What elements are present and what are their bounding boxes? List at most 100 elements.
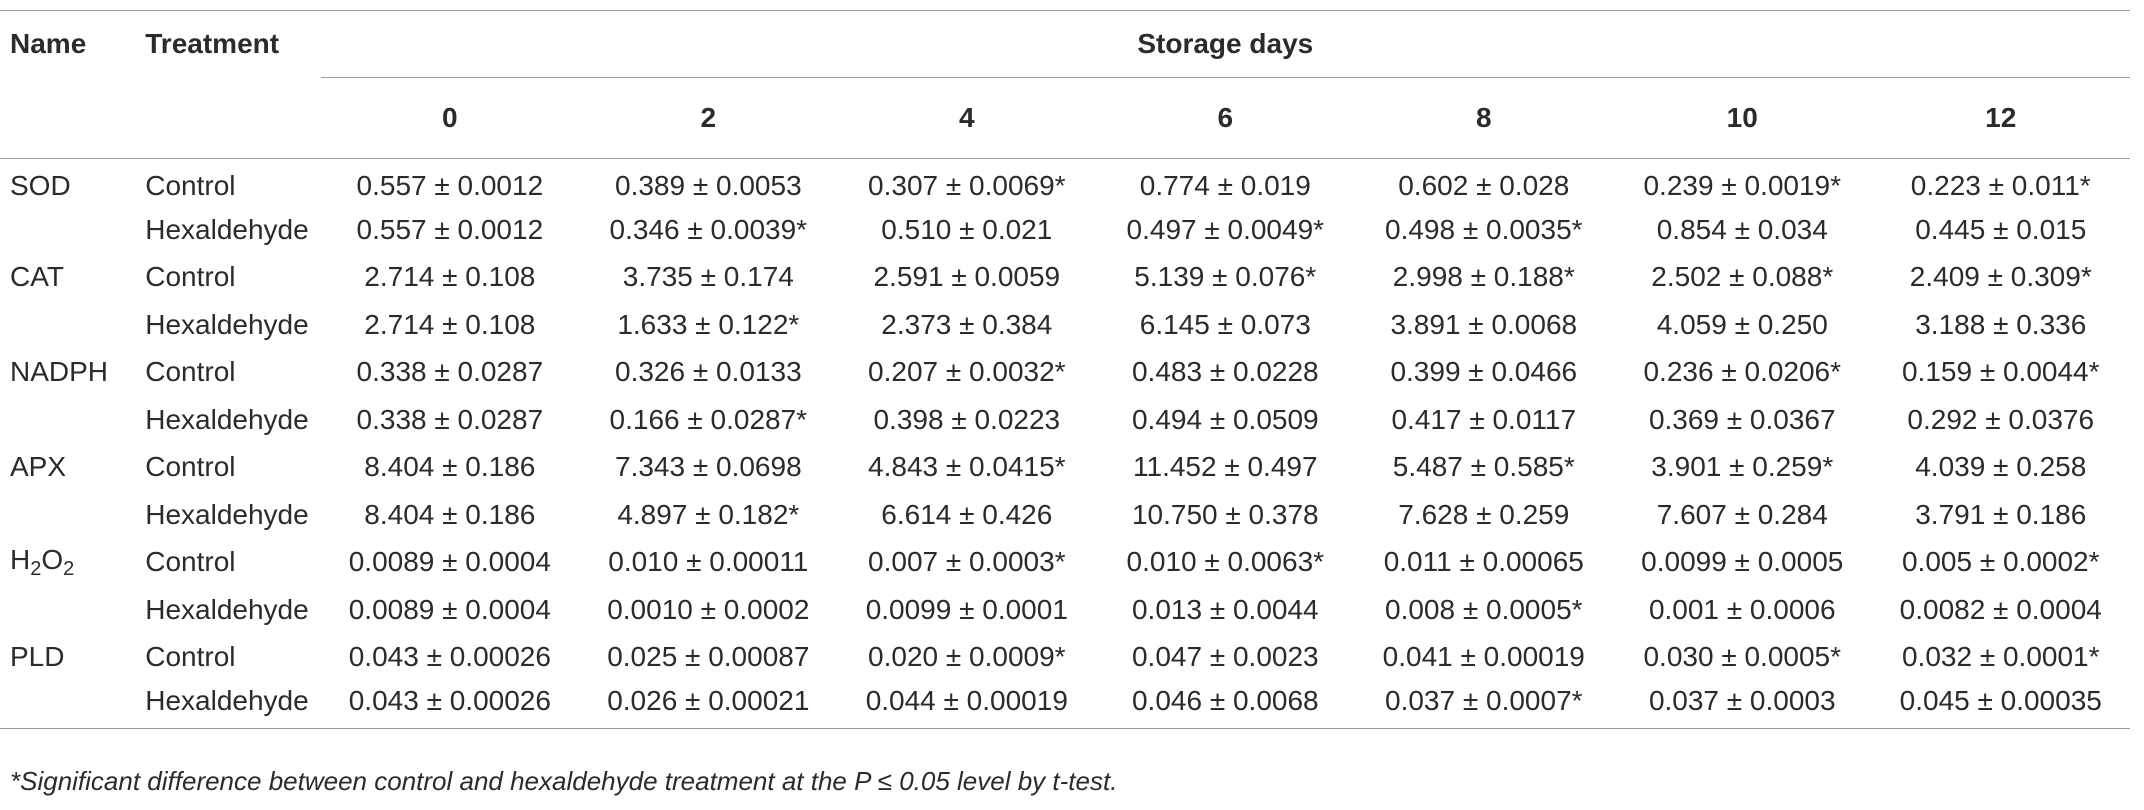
cell-value: 0.0099 ± 0.0001 (865, 593, 1068, 625)
cell-value: 0.557 ± 0.0012 (356, 213, 544, 245)
row-name (0, 206, 135, 254)
cell-value: 0.369 ± 0.0367 (1648, 403, 1836, 435)
cell-value: 0.005 ± 0.0002* (1901, 546, 2100, 578)
cell-value: 0.046 ± 0.0068 (1096, 681, 1355, 729)
cell-value: 4.039 ± 0.258 (1915, 451, 2087, 483)
cell-value: 4.897 ± 0.182* (617, 498, 800, 530)
cell-value: 1.633 ± 0.122* (617, 308, 800, 340)
table-row: Hexaldehyde 0.338 ± 0.0287 0.166 ± 0.028… (0, 396, 2130, 444)
cell-value: 0.292 ± 0.0376 (1907, 403, 2095, 435)
cell-value: 0.025 ± 0.00087 (607, 641, 810, 673)
cell-value: 0.399 ± 0.0466 (1390, 356, 1578, 388)
table-row: PLD Control 0.043 ± 0.00026 0.025 ± 0.00… (0, 634, 2130, 682)
cell-value: 0.854 ± 0.034 (1656, 213, 1828, 245)
cell-value: 0.498 ± 0.0035* (1385, 213, 1583, 245)
row-treatment: Control (145, 170, 236, 201)
header-day: 2 (700, 102, 717, 133)
cell-value: 3.891 ± 0.0068 (1390, 308, 1578, 340)
cell-value: 3.791 ± 0.186 (1915, 498, 2087, 530)
header-spacer (135, 78, 320, 159)
row-treatment: Control (145, 451, 236, 483)
table-row: Hexaldehyde 2.714 ± 0.108 1.633 ± 0.122*… (0, 301, 2130, 349)
row-name (0, 586, 135, 634)
table-row: Hexaldehyde 0.0089 ± 0.0004 0.0010 ± 0.0… (0, 586, 2130, 634)
cell-value: 0.026 ± 0.00021 (579, 681, 838, 729)
row-name (0, 396, 135, 444)
cell-value: 0.510 ± 0.021 (881, 213, 1053, 245)
formula-sub: 2 (63, 557, 75, 580)
cell-value: 3.901 ± 0.259* (1651, 451, 1834, 483)
cell-value: 2.591 ± 0.0059 (873, 261, 1061, 293)
row-treatment: Control (145, 546, 236, 578)
cell-value: 0.307 ± 0.0069* (868, 170, 1066, 201)
cell-value: 2.714 ± 0.108 (364, 261, 536, 293)
header-day: 6 (1217, 102, 1234, 133)
table-row: APX Control 8.404 ± 0.186 7.343 ± 0.0698… (0, 444, 2130, 492)
cell-value: 0.445 ± 0.015 (1915, 213, 2087, 245)
header-day: 0 (442, 102, 458, 133)
cell-value: 0.037 ± 0.0003 (1613, 681, 1872, 729)
row-treatment: Control (145, 261, 236, 293)
row-treatment: Hexaldehyde (145, 308, 309, 340)
cell-value: 0.043 ± 0.00026 (348, 641, 551, 673)
header-treatment: Treatment (145, 28, 280, 60)
cell-value: 2.409 ± 0.309* (1909, 261, 2092, 293)
row-name (0, 681, 136, 729)
cell-value: 0.494 ± 0.0509 (1131, 403, 1319, 435)
header-spacer (0, 78, 135, 159)
cell-value: 8.404 ± 0.186 (364, 498, 536, 530)
table-row: CAT Control 2.714 ± 0.108 3.735 ± 0.174 … (0, 254, 2130, 302)
data-table: Name Treatment Storage days 0 2 4 6 8 10… (0, 10, 2130, 729)
cell-value: 4.843 ± 0.0415* (868, 451, 1066, 483)
cell-value: 10.750 ± 0.378 (1131, 498, 1319, 530)
cell-value: 0.338 ± 0.0287 (356, 403, 544, 435)
row-name: SOD (10, 170, 71, 201)
cell-value: 0.032 ± 0.0001* (1901, 641, 2100, 673)
header-storage-days: Storage days (320, 10, 2130, 78)
cell-value: 6.145 ± 0.073 (1139, 308, 1311, 340)
cell-value: 0.030 ± 0.0005* (1643, 641, 1842, 673)
cell-value: 0.239 ± 0.0019* (1643, 170, 1842, 201)
cell-value: 0.774 ± 0.019 (1139, 170, 1311, 201)
cell-value: 0.207 ± 0.0032* (868, 356, 1066, 388)
row-name: PLD (10, 641, 65, 673)
row-treatment: Hexaldehyde (145, 403, 309, 435)
cell-value: 0.008 ± 0.0005* (1385, 593, 1583, 625)
header-day: 4 (959, 102, 975, 133)
cell-value: 7.343 ± 0.0698 (615, 451, 802, 483)
cell-value: 0.0089 ± 0.0004 (348, 593, 551, 625)
row-name: CAT (10, 261, 64, 293)
cell-value: 0.326 ± 0.0133 (615, 356, 802, 388)
table-row: Hexaldehyde 0.043 ± 0.00026 0.026 ± 0.00… (0, 681, 2130, 729)
cell-value: 2.998 ± 0.188* (1392, 261, 1575, 293)
cell-value: 11.452 ± 0.497 (1133, 451, 1318, 483)
cell-value: 0.417 ± 0.0117 (1391, 403, 1577, 435)
row-treatment: Hexaldehyde (145, 213, 309, 245)
cell-value: 0.011 ± 0.00065 (1383, 546, 1584, 578)
cell-value: 2.373 ± 0.384 (881, 308, 1053, 340)
cell-value: 0.0010 ± 0.0002 (607, 593, 810, 625)
cell-value: 0.013 ± 0.0044 (1131, 593, 1319, 625)
row-name: APX (10, 451, 67, 483)
cell-value: 0.010 ± 0.0063* (1126, 546, 1325, 578)
table-row: NADPH Control 0.338 ± 0.0287 0.326 ± 0.0… (0, 349, 2130, 397)
cell-value: 7.628 ± 0.259 (1398, 498, 1570, 530)
row-name (0, 491, 135, 539)
row-name (0, 301, 135, 349)
cell-value: 0.0089 ± 0.0004 (348, 546, 551, 578)
cell-value: 0.166 ± 0.0287* (609, 403, 808, 435)
cell-value: 0.346 ± 0.0039* (609, 213, 808, 245)
cell-value: 5.139 ± 0.076* (1134, 261, 1317, 293)
cell-value: 0.557 ± 0.0012 (356, 170, 544, 201)
table-row: SOD Control 0.557 ± 0.0012 0.389 ± 0.005… (0, 159, 2130, 207)
cell-value: 0.041 ± 0.00019 (1382, 641, 1585, 673)
cell-value: 0.007 ± 0.0003* (868, 546, 1066, 578)
cell-value: 0.338 ± 0.0287 (356, 356, 544, 388)
formula-o: O (41, 543, 64, 575)
cell-value: 0.037 ± 0.0007* (1354, 681, 1614, 729)
cell-value: 0.602 ± 0.028 (1398, 170, 1570, 201)
row-treatment: Hexaldehyde (145, 498, 309, 530)
cell-value: 0.159 ± 0.0044* (1901, 356, 2100, 388)
row-treatment: Control (145, 356, 236, 388)
